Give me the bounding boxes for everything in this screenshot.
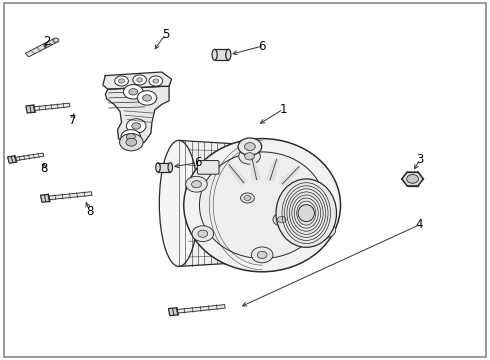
- Circle shape: [251, 247, 273, 263]
- Circle shape: [119, 79, 124, 83]
- Circle shape: [143, 95, 151, 101]
- Text: 3: 3: [416, 153, 424, 166]
- FancyBboxPatch shape: [224, 190, 236, 217]
- Polygon shape: [26, 105, 35, 113]
- Circle shape: [153, 79, 159, 83]
- Circle shape: [129, 89, 138, 95]
- Circle shape: [192, 181, 201, 188]
- Ellipse shape: [276, 179, 337, 247]
- Circle shape: [407, 175, 418, 183]
- Circle shape: [123, 85, 143, 99]
- Polygon shape: [25, 39, 57, 57]
- Text: 2: 2: [43, 35, 50, 48]
- Circle shape: [121, 130, 141, 144]
- Circle shape: [53, 38, 59, 42]
- Circle shape: [245, 143, 255, 150]
- Circle shape: [186, 176, 207, 192]
- Ellipse shape: [159, 140, 198, 266]
- Circle shape: [126, 138, 137, 146]
- Text: 8: 8: [40, 162, 48, 175]
- FancyBboxPatch shape: [197, 161, 219, 174]
- Text: 5: 5: [162, 28, 170, 41]
- Polygon shape: [279, 166, 301, 186]
- Circle shape: [277, 216, 286, 223]
- Circle shape: [120, 134, 143, 151]
- Circle shape: [244, 195, 251, 201]
- Polygon shape: [14, 153, 44, 161]
- Polygon shape: [250, 158, 261, 180]
- Ellipse shape: [168, 163, 172, 172]
- Polygon shape: [103, 72, 172, 89]
- FancyBboxPatch shape: [158, 163, 171, 172]
- Circle shape: [257, 251, 267, 258]
- Polygon shape: [105, 86, 169, 146]
- Circle shape: [245, 153, 254, 160]
- Text: 6: 6: [194, 156, 201, 169]
- Ellipse shape: [184, 139, 341, 272]
- Circle shape: [320, 226, 330, 234]
- Circle shape: [126, 134, 135, 140]
- Ellipse shape: [298, 204, 315, 222]
- Circle shape: [137, 91, 157, 105]
- Ellipse shape: [212, 49, 217, 60]
- Circle shape: [126, 119, 146, 133]
- Circle shape: [314, 222, 336, 238]
- Circle shape: [238, 138, 262, 155]
- Circle shape: [115, 76, 128, 86]
- Text: 6: 6: [258, 40, 266, 53]
- FancyBboxPatch shape: [240, 190, 251, 217]
- Polygon shape: [48, 192, 92, 200]
- Polygon shape: [176, 305, 225, 313]
- Circle shape: [132, 123, 141, 129]
- Circle shape: [198, 230, 208, 237]
- Ellipse shape: [226, 49, 231, 60]
- Circle shape: [192, 226, 214, 242]
- Polygon shape: [266, 159, 278, 181]
- Circle shape: [137, 78, 143, 82]
- FancyBboxPatch shape: [215, 49, 228, 60]
- Polygon shape: [33, 103, 70, 111]
- Circle shape: [239, 148, 260, 164]
- Circle shape: [241, 193, 254, 203]
- Text: 8: 8: [86, 205, 94, 218]
- Polygon shape: [169, 308, 178, 316]
- Circle shape: [273, 213, 291, 226]
- Ellipse shape: [199, 152, 325, 258]
- Text: 1: 1: [279, 103, 287, 116]
- Ellipse shape: [156, 163, 160, 172]
- Polygon shape: [179, 140, 262, 266]
- Polygon shape: [41, 194, 49, 202]
- Circle shape: [133, 75, 147, 85]
- Polygon shape: [7, 156, 17, 163]
- Text: 7: 7: [69, 114, 76, 127]
- Text: 4: 4: [415, 219, 423, 231]
- FancyBboxPatch shape: [193, 190, 204, 217]
- FancyBboxPatch shape: [208, 190, 220, 217]
- Circle shape: [149, 76, 163, 86]
- Polygon shape: [402, 172, 423, 186]
- Polygon shape: [227, 164, 247, 184]
